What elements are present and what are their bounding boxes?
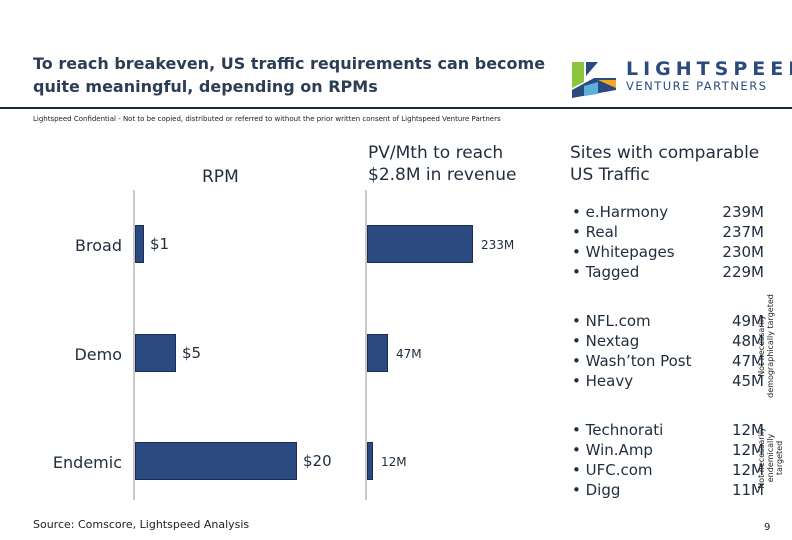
lightspeed-logo-mark <box>568 60 620 104</box>
list-item: • Wash’ton Post <box>572 352 692 370</box>
page-number: 9 <box>764 522 771 533</box>
list-item-value: 11M <box>731 481 764 499</box>
row-label-demo: Demo <box>74 345 122 364</box>
list-item: • Tagged <box>572 263 640 281</box>
sites-column-header: Sites with comparable US Traffic <box>570 143 760 185</box>
logo-text-venture-partners: VENTURE PARTNERS <box>626 79 768 93</box>
list-item-value: 47M <box>731 352 764 370</box>
note-endemically-targeted: Not necessarily endemically targeted <box>757 427 784 489</box>
list-item-value: 48M <box>731 332 764 350</box>
row-label-endemic: Endemic <box>52 453 122 472</box>
list-item-value: 229M <box>722 263 764 281</box>
rpm-value-demo: $5 <box>182 344 202 362</box>
site-group-broad-names: • e.Harmony • Real • Whitepages • Tagged <box>572 202 675 282</box>
pv-axis <box>365 190 367 500</box>
header-divider <box>0 107 792 109</box>
rpm-bar-demo <box>135 334 176 372</box>
rpm-value-endemic: $20 <box>303 452 332 470</box>
list-item-value: 230M <box>722 243 764 261</box>
list-item: • Technorati <box>572 421 664 439</box>
list-item-value: 239M <box>722 203 764 221</box>
list-item-value: 237M <box>722 223 764 241</box>
site-group-demo-names: • NFL.com • Nextag • Wash’ton Post • Hea… <box>572 311 692 391</box>
note-demographically-targeted: Not necessarily demographically targeted <box>757 294 775 398</box>
pv-bar-demo <box>367 334 388 372</box>
rpm-column-header: RPM <box>202 167 239 187</box>
logo-text-lightspeed: LIGHTSPEED <box>626 58 792 80</box>
site-group-endemic-names: • Technorati • Win.Amp • UFC.com • Digg <box>572 420 663 500</box>
site-group-broad-values: 239M 237M 230M 229M <box>712 202 764 282</box>
list-item: • UFC.com <box>572 461 653 479</box>
list-item: • Real <box>572 223 618 241</box>
site-group-demo-values: 49M 48M 47M 45M <box>712 311 764 391</box>
pv-bar-broad <box>367 225 473 263</box>
source-note: Source: Comscore, Lightspeed Analysis <box>33 518 250 531</box>
list-item: • Digg <box>572 481 621 499</box>
list-item: • Nextag <box>572 332 640 350</box>
rpm-bar-endemic <box>135 442 297 480</box>
pv-bar-endemic <box>367 442 373 480</box>
confidential-notice: Lightspeed Confidential - Not to be copi… <box>33 115 501 123</box>
pv-column-header: PV/Mth to reach $2.8M in revenue <box>368 143 517 185</box>
list-item-value: 12M <box>731 461 764 479</box>
pv-value-broad: 233M <box>481 238 515 252</box>
list-item: • NFL.com <box>572 312 651 330</box>
list-item-value: 49M <box>731 312 764 330</box>
list-item-value: 12M <box>731 421 764 439</box>
rpm-axis <box>133 190 135 500</box>
pv-value-endemic: 12M <box>381 455 407 469</box>
list-item: • Win.Amp <box>572 441 653 459</box>
rpm-value-broad: $1 <box>150 235 170 253</box>
list-item: • Whitepages <box>572 243 675 261</box>
list-item-value: 12M <box>731 441 764 459</box>
site-group-endemic-values: 12M 12M 12M 11M <box>712 420 764 500</box>
page-title: To reach breakeven, US traffic requireme… <box>33 54 546 96</box>
rpm-bar-broad <box>135 225 144 263</box>
list-item: • Heavy <box>572 372 634 390</box>
list-item-value: 45M <box>731 372 764 390</box>
row-label-broad: Broad <box>75 236 122 255</box>
pv-value-demo: 47M <box>396 347 422 361</box>
list-item: • e.Harmony <box>572 203 669 221</box>
